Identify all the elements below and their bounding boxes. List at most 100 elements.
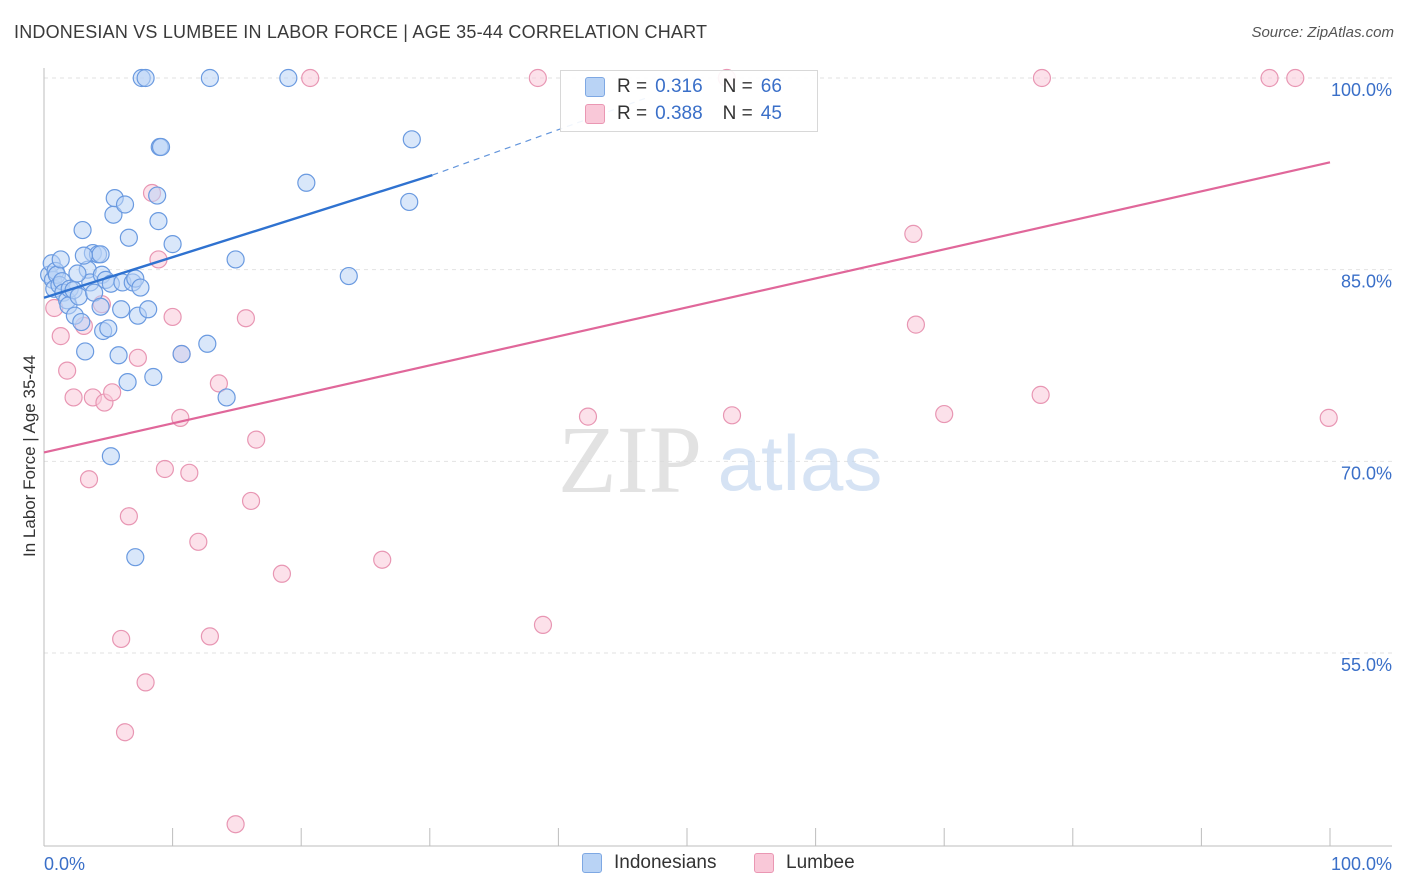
lumbee-swatch bbox=[585, 104, 605, 124]
trendlines bbox=[43, 96, 1331, 454]
lumbee-swatch bbox=[754, 853, 774, 873]
indonesians-point bbox=[51, 250, 70, 269]
indonesians-point bbox=[112, 300, 131, 319]
indonesians-point bbox=[148, 186, 167, 205]
lumbee-point bbox=[58, 361, 77, 380]
indonesians-point bbox=[69, 287, 88, 306]
indonesians-point bbox=[72, 312, 91, 332]
indonesians-point bbox=[279, 68, 298, 88]
r-label: R = bbox=[617, 103, 648, 124]
indonesians-point bbox=[144, 367, 163, 387]
indonesians-point bbox=[101, 447, 120, 466]
indonesians-point bbox=[109, 346, 128, 365]
indonesians-point bbox=[115, 195, 135, 214]
tick-labels: 55.0% 70.0% 85.0% 100.0% 0.0% 100.0% bbox=[44, 80, 1392, 874]
indonesians-swatch bbox=[585, 77, 605, 97]
lumbee-point bbox=[51, 327, 70, 346]
indonesians-point bbox=[402, 130, 421, 149]
stats-legend-row-indonesians: R = 0.316 N = 66 bbox=[585, 75, 782, 99]
r-label: R = bbox=[617, 76, 648, 97]
lumbee-point bbox=[64, 388, 83, 407]
indonesians-points bbox=[40, 68, 421, 567]
watermark-zip: ZIP bbox=[558, 406, 702, 513]
indonesians-point bbox=[91, 245, 110, 264]
legend-item-indonesians[interactable]: Indonesians bbox=[582, 852, 716, 874]
series-legend: Indonesians Lumbee bbox=[0, 852, 1406, 878]
indonesians-point bbox=[91, 297, 110, 316]
indonesians-point bbox=[76, 342, 95, 361]
indonesians-point bbox=[163, 235, 182, 254]
indonesians-point bbox=[151, 137, 171, 157]
indonesians-point bbox=[136, 68, 155, 88]
indonesians-point bbox=[74, 246, 93, 265]
lumbee-point bbox=[1032, 68, 1052, 88]
grid-lines bbox=[44, 77, 1392, 654]
lumbee-point bbox=[1031, 385, 1050, 404]
indonesians-point bbox=[131, 278, 150, 297]
lumbee-point bbox=[128, 348, 147, 367]
lumbee-point bbox=[1319, 408, 1338, 427]
y-tick-label: 55.0% bbox=[1341, 655, 1392, 675]
indonesians-point bbox=[339, 266, 358, 286]
n-value: 66 bbox=[760, 76, 782, 97]
lumbee-point bbox=[180, 463, 199, 482]
indonesians-point bbox=[198, 334, 217, 353]
lumbee-point bbox=[301, 68, 320, 88]
legend-item-lumbee[interactable]: Lumbee bbox=[754, 852, 855, 874]
y-tick-label: 100.0% bbox=[1331, 80, 1392, 100]
legend-label-indonesians: Indonesians bbox=[614, 852, 717, 873]
r-value: 0.388 bbox=[655, 103, 703, 124]
source-label: Source: ZipAtlas.com bbox=[1251, 24, 1394, 41]
lumbee-point bbox=[935, 404, 954, 424]
r-value: 0.316 bbox=[655, 76, 703, 97]
n-label: N = bbox=[722, 76, 753, 97]
indonesians-point bbox=[149, 212, 168, 231]
lumbee-point bbox=[373, 550, 392, 569]
y-axis-label: In Labor Force | Age 35-44 bbox=[20, 355, 39, 557]
indonesians-point bbox=[297, 173, 316, 192]
lumbee-point bbox=[241, 491, 261, 511]
lumbee-point bbox=[906, 315, 926, 334]
indonesians-point bbox=[126, 548, 145, 567]
n-label: N = bbox=[722, 103, 753, 124]
lumbee-point bbox=[533, 615, 553, 634]
indonesians-point bbox=[139, 300, 158, 319]
chart-title: INDONESIAN VS LUMBEE IN LABOR FORCE | AG… bbox=[14, 22, 708, 42]
lumbee-point bbox=[119, 507, 138, 526]
lumbee-point bbox=[112, 629, 131, 649]
lumbee-trendline bbox=[43, 161, 1331, 454]
lumbee-point bbox=[1260, 68, 1279, 88]
lumbee-point bbox=[528, 68, 547, 88]
lumbee-point bbox=[236, 309, 256, 328]
indonesians-point bbox=[119, 228, 138, 247]
lumbee-point bbox=[155, 459, 174, 479]
stats-legend: R = 0.316 N = 66 R = 0.388 N = 45 bbox=[560, 70, 818, 132]
lumbee-point bbox=[272, 564, 292, 583]
lumbee-point bbox=[1286, 68, 1305, 88]
legend-label-lumbee: Lumbee bbox=[786, 852, 855, 873]
lumbee-point bbox=[79, 470, 99, 489]
lumbee-point bbox=[163, 307, 182, 327]
lumbee-point bbox=[904, 224, 923, 243]
lumbee-point bbox=[209, 374, 228, 393]
lumbee-point bbox=[103, 383, 122, 402]
lumbee-point bbox=[722, 406, 742, 425]
lumbee-point bbox=[226, 815, 245, 834]
x-tick-label-min: 0.0% bbox=[44, 854, 85, 874]
lumbee-point bbox=[115, 723, 135, 742]
indonesians-point bbox=[217, 388, 236, 407]
x-tick-label-max: 100.0% bbox=[1331, 854, 1392, 874]
lumbee-point bbox=[136, 673, 155, 692]
indonesians-trendline bbox=[43, 173, 433, 299]
lumbee-points bbox=[45, 68, 1338, 834]
y-tick-label: 70.0% bbox=[1341, 463, 1392, 483]
axes bbox=[43, 68, 1392, 847]
indonesians-point bbox=[400, 192, 419, 212]
indonesians-point bbox=[73, 220, 92, 240]
indonesians-point bbox=[118, 373, 137, 392]
indonesians-point bbox=[226, 250, 245, 269]
n-value: 45 bbox=[760, 103, 782, 124]
watermark-atlas: atlas bbox=[718, 419, 883, 507]
indonesians-point bbox=[200, 68, 219, 88]
